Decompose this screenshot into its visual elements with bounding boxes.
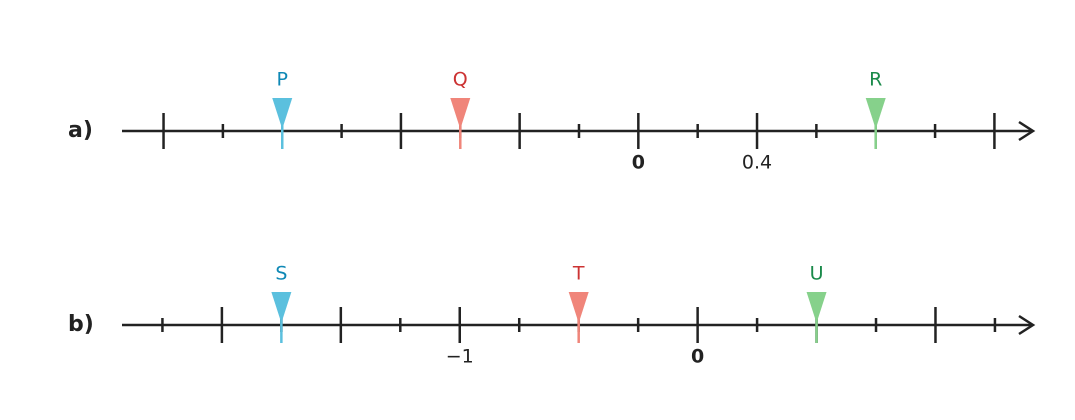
marker <box>865 98 886 129</box>
tick-label: 0 <box>632 152 645 174</box>
marker-label: T <box>572 263 585 285</box>
marker-label: Q <box>453 69 468 91</box>
axis-arrow <box>1018 314 1036 336</box>
marker <box>806 292 827 323</box>
axis-arrow <box>1018 120 1036 142</box>
line-label: a) <box>68 118 93 143</box>
marker <box>568 292 589 323</box>
marker-label: R <box>869 69 882 91</box>
tick-label: −1 <box>446 346 474 368</box>
marker <box>450 98 471 129</box>
marker-label: P <box>277 69 288 91</box>
marker <box>272 98 293 129</box>
line-label: b) <box>68 312 94 337</box>
tick-label: 0 <box>691 346 704 368</box>
marker <box>271 292 292 323</box>
tick-label: 0.4 <box>742 152 772 174</box>
marker-label: U <box>810 263 824 285</box>
marker-label: S <box>275 263 287 285</box>
